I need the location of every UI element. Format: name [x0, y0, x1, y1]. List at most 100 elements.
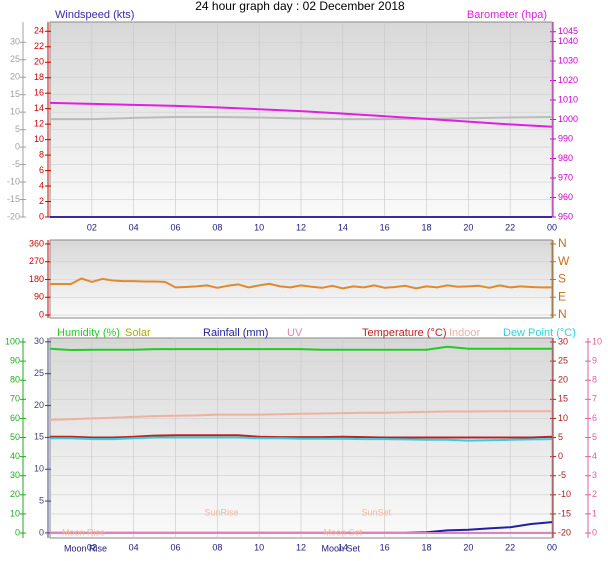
legend-label: Humidity (%) — [57, 327, 120, 339]
series-line — [49, 101, 553, 128]
x-tick-label: 20 — [463, 222, 473, 232]
x-tick-label: 08 — [212, 222, 222, 232]
y-tick-label: 20 — [34, 57, 44, 67]
x-tick-label: 06 — [170, 222, 180, 232]
legend-label: Dew Point (°C) — [503, 327, 576, 339]
annotation: SunRise — [205, 507, 239, 517]
y-tick-label: 25 — [10, 54, 20, 64]
y-tick-label: 8 — [39, 149, 44, 159]
y-tick-label: 1030 — [558, 55, 578, 65]
y-tick-label: W — [558, 254, 570, 268]
y-tick-label: 6 — [592, 413, 597, 423]
y-tick-label: 60 — [10, 413, 20, 423]
series-line — [49, 410, 552, 421]
annotation: Moon Rise — [62, 527, 105, 537]
y-tick-label: 2 — [592, 489, 597, 499]
y-tick-label: 5 — [39, 495, 44, 505]
x-tick-label: 18 — [421, 222, 431, 232]
y-tick-label: 25 — [558, 355, 568, 365]
y-tick-label: 950 — [558, 211, 573, 221]
x-tick-label: 10 — [254, 542, 264, 552]
x-tick-label: 00 — [547, 222, 557, 232]
y-tick-label: 970 — [558, 172, 573, 182]
x-tick-label: 22 — [505, 222, 515, 232]
y-tick-label: -5 — [558, 470, 566, 480]
series-line — [50, 277, 552, 290]
x-tick-label: 10 — [254, 222, 264, 232]
legend-label: Windspeed (kts) — [55, 9, 134, 21]
y-tick-label: 12 — [34, 119, 44, 129]
y-tick-label: 5 — [592, 432, 597, 442]
y-tick-label: 18 — [34, 72, 44, 82]
annotation: Moon Set — [321, 543, 360, 553]
y-tick-label: 16 — [34, 88, 44, 98]
x-tick-label: 14 — [338, 222, 348, 232]
y-tick-label: 2 — [39, 196, 44, 206]
y-tick-label: 10 — [558, 413, 568, 423]
legend-label: Barometer (hpa) — [467, 9, 547, 21]
y-tick-label: 1045 — [558, 26, 578, 36]
y-tick-label: 40 — [10, 451, 20, 461]
y-tick-label: 1040 — [558, 36, 578, 46]
y-tick-label: 15 — [558, 394, 568, 404]
y-tick-label: 270 — [29, 256, 44, 266]
x-tick-label: 12 — [296, 542, 306, 552]
y-tick-label: 30 — [10, 470, 20, 480]
y-tick-label: 20 — [34, 400, 44, 410]
x-tick-label: 16 — [380, 542, 390, 552]
y-tick-label: 15 — [34, 432, 44, 442]
legend-label: Indoor — [449, 327, 481, 339]
y-tick-label: -10 — [558, 489, 571, 499]
legend-label: Rainfall (mm) — [203, 327, 268, 339]
x-tick-label: 00 — [547, 542, 557, 552]
annotation: SunSet — [362, 507, 392, 517]
y-tick-label: 10 — [34, 134, 44, 144]
y-tick-label: 0 — [15, 527, 20, 537]
series-line — [49, 345, 552, 351]
y-tick-label: 180 — [29, 274, 44, 284]
y-tick-label: 30 — [10, 37, 20, 47]
legend-label: Solar — [125, 327, 151, 339]
x-tick-label: 14 — [338, 542, 348, 552]
x-tick-label: 08 — [212, 542, 222, 552]
y-tick-label: 360 — [29, 238, 44, 248]
chart-title: 24 hour graph day : 02 December 2018 — [195, 0, 405, 13]
y-tick-label: 10 — [34, 464, 44, 474]
annotation: Moon Set — [324, 527, 363, 537]
y-tick-label: 24 — [34, 26, 44, 36]
y-tick-label: 0 — [39, 309, 44, 319]
x-tick-label: 02 — [87, 542, 97, 552]
y-tick-label: -10 — [7, 176, 20, 186]
y-tick-label: 0 — [39, 211, 44, 221]
x-tick-label: 16 — [380, 222, 390, 232]
x-tick-label: 06 — [170, 542, 180, 552]
series-line — [50, 434, 553, 439]
y-tick-label: -5 — [12, 159, 20, 169]
y-tick-label: 990 — [558, 133, 573, 143]
x-tick-label: 22 — [505, 542, 515, 552]
y-tick-label: 7 — [592, 394, 597, 404]
y-tick-label: E — [558, 289, 566, 303]
y-tick-label: N — [558, 236, 567, 250]
y-tick-label: 100 — [5, 336, 20, 346]
legend-label: UV — [287, 327, 303, 339]
y-tick-label: 1010 — [558, 94, 578, 104]
y-tick-label: 80 — [10, 375, 20, 385]
y-tick-label: 6 — [39, 165, 44, 175]
y-tick-label: 1000 — [558, 114, 578, 124]
x-tick-label: 04 — [129, 222, 139, 232]
y-tick-label: 30 — [34, 336, 44, 346]
y-tick-label: 90 — [34, 292, 44, 302]
y-tick-label: 0 — [39, 527, 44, 537]
x-tick-label: 04 — [129, 542, 139, 552]
y-tick-label: 8 — [592, 375, 597, 385]
y-tick-label: 10 — [10, 107, 20, 117]
y-tick-label: N — [558, 307, 567, 321]
y-tick-label: 14 — [34, 103, 44, 113]
y-tick-label: -15 — [7, 194, 20, 204]
y-tick-label: 20 — [10, 489, 20, 499]
x-tick-label: 12 — [296, 222, 306, 232]
y-tick-label: 5 — [15, 124, 20, 134]
y-tick-label: 15 — [10, 89, 20, 99]
annotation: Moon Rise — [64, 543, 107, 553]
